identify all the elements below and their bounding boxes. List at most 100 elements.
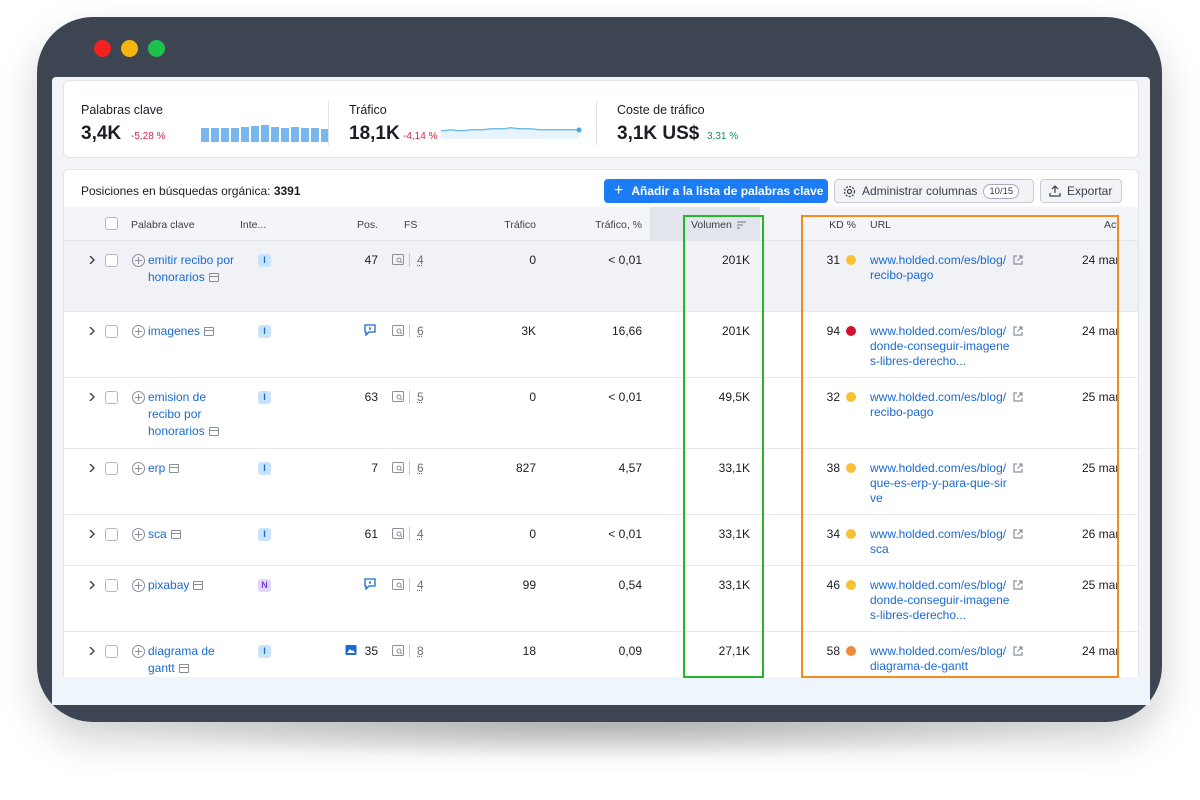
serp-features-count[interactable]: 4: [417, 253, 424, 267]
col-url[interactable]: URL: [870, 219, 892, 231]
table-row[interactable]: erp I 7 6 827 4,57 33,1K 38 www.holded.com/es/bl…: [64, 449, 1138, 515]
minimize-window-button[interactable]: [121, 40, 138, 57]
add-keyword-icon[interactable]: [132, 528, 145, 541]
url-link[interactable]: www.holded.com/es/blog/recibo-pago: [870, 253, 1007, 282]
external-link-icon[interactable]: [1012, 325, 1024, 337]
serp-snapshot-icon[interactable]: [170, 530, 181, 539]
col-volume[interactable]: Volumen: [691, 219, 746, 231]
keyword-text[interactable]: erp: [148, 461, 166, 475]
col-fs[interactable]: FS: [404, 219, 418, 231]
serp-snapshot-icon[interactable]: [208, 273, 219, 282]
url-link[interactable]: www.holded.com/es/blog/recibo-pago: [870, 390, 1007, 419]
intent-badge: I: [258, 645, 271, 658]
url-link[interactable]: www.holded.com/es/blog/sca: [870, 527, 1007, 556]
trend-bar: [221, 128, 229, 142]
keyword-link[interactable]: imagenes: [148, 323, 238, 340]
add-keyword-icon[interactable]: [132, 391, 145, 404]
table-row[interactable]: diagrama de gantt I 35 8 18 0,09 27,1K 58 www.ho…: [64, 632, 1138, 679]
serp-features-icon: [392, 391, 404, 402]
table-row[interactable]: imagenes I 6 3K 16,66 201K 94 www.holded.com/es…: [64, 312, 1138, 378]
keyword-link[interactable]: pixabay: [148, 577, 238, 594]
serp-features-count[interactable]: 6: [417, 324, 424, 338]
keyword-link[interactable]: emision de recibo por honorarios: [148, 389, 238, 440]
close-window-button[interactable]: [94, 40, 111, 57]
serp-snapshot-icon[interactable]: [204, 327, 215, 336]
select-all-checkbox[interactable]: [105, 217, 118, 230]
serp-features-count[interactable]: 6: [417, 461, 424, 475]
chevron-right-icon[interactable]: [88, 530, 96, 538]
serp-snapshot-icon[interactable]: [178, 664, 189, 673]
row-checkbox[interactable]: [105, 579, 118, 592]
traffic-pct-value: < 0,01: [608, 527, 642, 541]
serp-features-count[interactable]: 8: [417, 644, 424, 658]
external-link-icon[interactable]: [1012, 579, 1024, 591]
col-kd[interactable]: KD %: [829, 219, 856, 231]
external-link-icon[interactable]: [1012, 391, 1024, 403]
col-traffic-pct[interactable]: Tráfico, %: [595, 219, 642, 231]
external-link-icon[interactable]: [1012, 645, 1024, 657]
col-keyword[interactable]: Palabra clave: [131, 219, 195, 231]
trend-bar: [201, 128, 209, 142]
keyword-link[interactable]: diagrama de gantt: [148, 643, 238, 677]
screen-bottom-strip: [52, 677, 1150, 705]
serp-snapshot-icon[interactable]: [208, 427, 219, 436]
row-checkbox[interactable]: [105, 325, 118, 338]
traffic-value: 0: [529, 253, 536, 267]
external-link-icon[interactable]: [1012, 254, 1024, 266]
chevron-right-icon[interactable]: [88, 464, 96, 472]
serp-snapshot-icon[interactable]: [169, 464, 180, 473]
col-position[interactable]: Pos.: [356, 219, 378, 231]
chevron-right-icon[interactable]: [88, 327, 96, 335]
row-checkbox[interactable]: [105, 462, 118, 475]
table-row[interactable]: emitir recibo por honorarios I 47 4 0 < 0,01 2…: [64, 241, 1138, 312]
col-traffic[interactable]: Tráfico: [504, 219, 536, 231]
keyword-link[interactable]: emitir recibo por honorarios: [148, 252, 238, 286]
row-checkbox[interactable]: [105, 391, 118, 404]
external-link-icon[interactable]: [1012, 528, 1024, 540]
chevron-right-icon[interactable]: [88, 581, 96, 589]
keyword-text[interactable]: diagrama de gantt: [148, 644, 215, 675]
external-link-icon[interactable]: [1012, 462, 1024, 474]
manage-columns-button[interactable]: Administrar columnas 10/15: [834, 179, 1034, 203]
add-keyword-icon[interactable]: [132, 645, 145, 658]
col-intent[interactable]: Inte...: [240, 219, 267, 231]
row-checkbox[interactable]: [105, 645, 118, 658]
add-keyword-icon[interactable]: [132, 579, 145, 592]
row-checkbox[interactable]: [105, 254, 118, 267]
export-label: Exportar: [1067, 184, 1113, 198]
url-link[interactable]: www.holded.com/es/blog/diagrama-de-gantt: [870, 644, 1007, 673]
metric-traffic-change: -4,14 %: [403, 131, 438, 142]
keyword-text[interactable]: emitir recibo por honorarios: [148, 253, 235, 284]
add-keyword-icon[interactable]: [132, 254, 145, 267]
chevron-right-icon[interactable]: [88, 647, 96, 655]
url-link[interactable]: www.holded.com/es/blog/que-es-erp-y-para…: [870, 461, 1007, 505]
keyword-text[interactable]: sca: [148, 527, 167, 541]
trend-bar: [281, 128, 289, 142]
add-to-keyword-list-button[interactable]: + Añadir a la lista de palabras clave: [604, 179, 828, 203]
keyword-text[interactable]: pixabay: [148, 578, 190, 592]
url-link[interactable]: www.holded.com/es/blog/donde-conseguir-i…: [870, 324, 1010, 368]
keyword-text[interactable]: emision de recibo por honorarios: [148, 390, 207, 438]
keyword-link[interactable]: sca: [148, 526, 238, 543]
table-row[interactable]: sca I 61 4 0 < 0,01 33,1K 34 www.holded.com/es/b…: [64, 515, 1138, 566]
table-row[interactable]: pixabay N 4 99 0,54 33,1K 46 www.holded.com/es/…: [64, 566, 1138, 632]
chevron-right-icon[interactable]: [88, 256, 96, 264]
gear-icon: [843, 185, 856, 197]
add-keyword-icon[interactable]: [132, 462, 145, 475]
chevron-right-icon[interactable]: [88, 393, 96, 401]
serp-features-count[interactable]: 4: [417, 527, 424, 541]
table-row[interactable]: emision de recibo por honorarios I 63 5 0 < 0…: [64, 378, 1138, 449]
col-updated[interactable]: Act: [1104, 219, 1120, 231]
trend-bar: [321, 129, 329, 142]
maximize-window-button[interactable]: [148, 40, 165, 57]
serp-snapshot-icon[interactable]: [193, 581, 204, 590]
keyword-text[interactable]: imagenes: [148, 324, 201, 338]
serp-features-count[interactable]: 4: [417, 578, 424, 592]
export-button[interactable]: Exportar: [1040, 179, 1122, 203]
serp-features-count[interactable]: 5: [417, 390, 424, 404]
add-keyword-icon[interactable]: [132, 325, 145, 338]
row-checkbox[interactable]: [105, 528, 118, 541]
keyword-link[interactable]: erp: [148, 460, 238, 477]
intent-badge: I: [258, 528, 271, 541]
url-link[interactable]: www.holded.com/es/blog/donde-conseguir-i…: [870, 578, 1010, 622]
